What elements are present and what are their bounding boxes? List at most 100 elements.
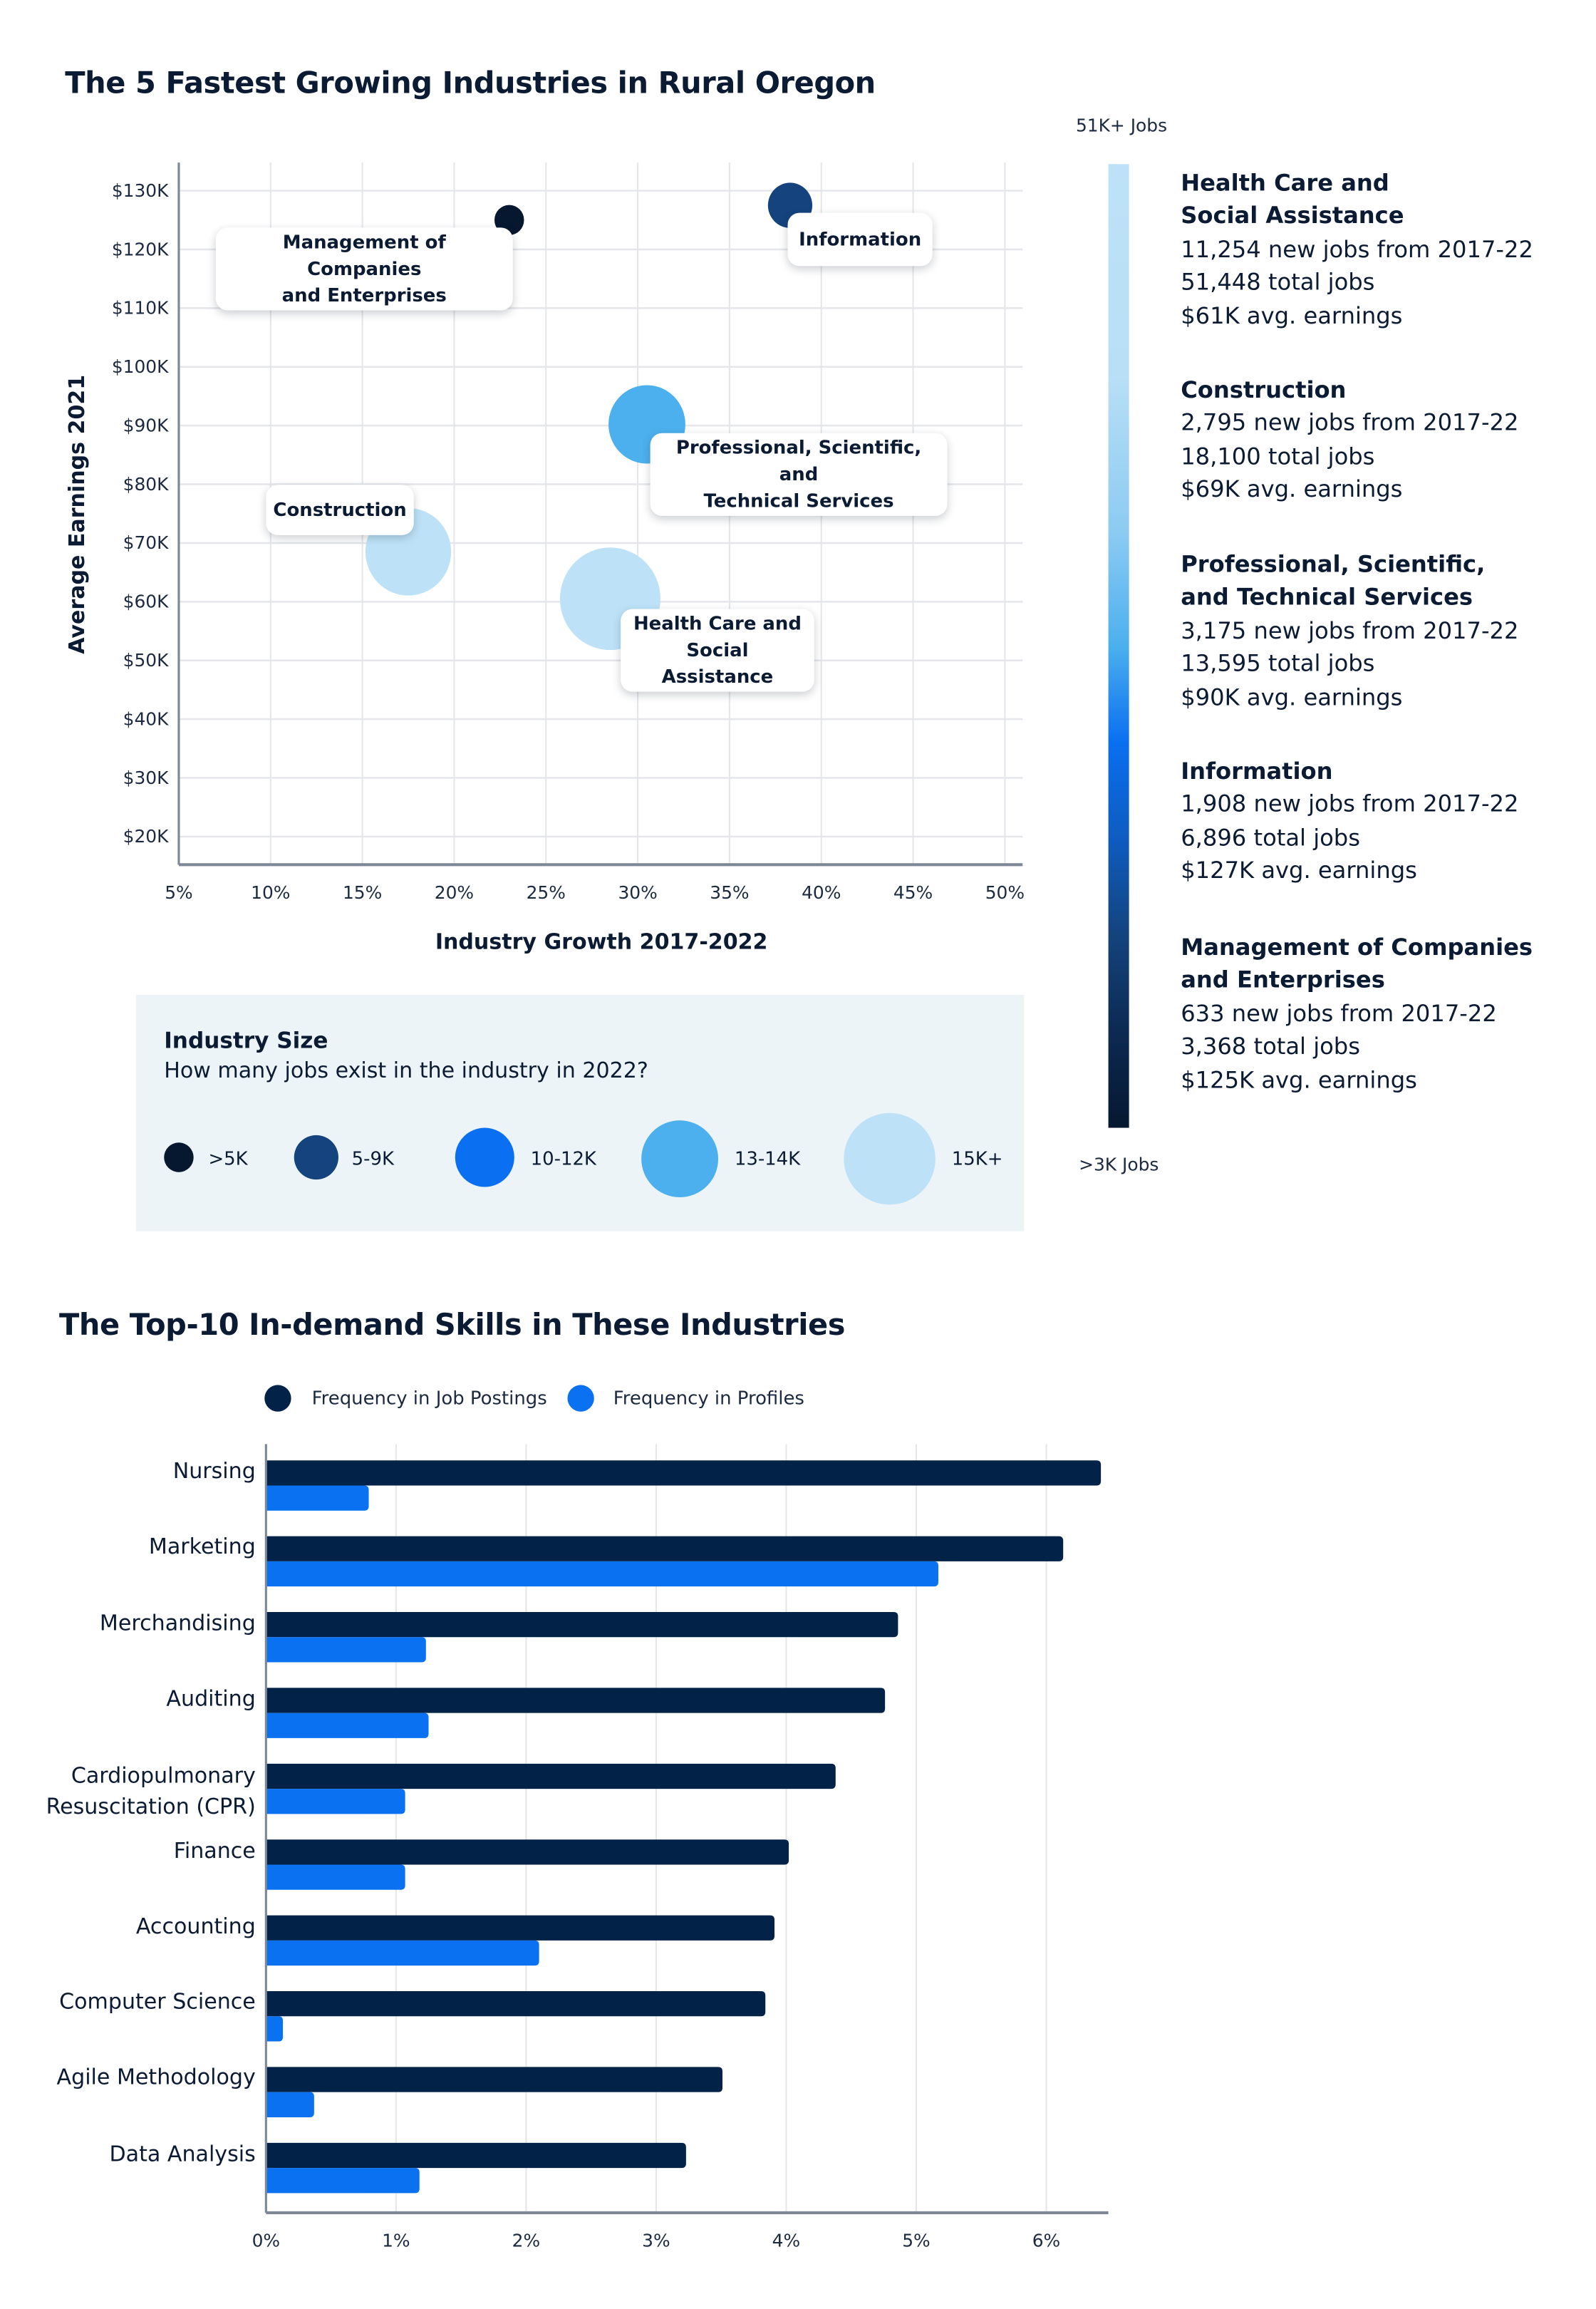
- bar-job-postings: [266, 1915, 774, 1941]
- y-axis-title: Average Earnings 2021: [65, 375, 90, 654]
- bar-job-postings: [266, 1536, 1064, 1561]
- x-tick-label: 10%: [251, 882, 290, 903]
- bar-profiles: [266, 1561, 938, 1587]
- skill-label: Cardiopulmonary Resuscitation (CPR): [46, 1765, 256, 1820]
- colorbar-top-label: 51K+ Jobs: [1075, 115, 1168, 136]
- industry-total-jobs: 51,448 total jobs: [1181, 269, 1375, 296]
- industry-total-jobs: 6,896 total jobs: [1181, 824, 1360, 852]
- bar-profiles: [266, 1485, 369, 1511]
- callout-health-care: Health Care and Social Assistance: [621, 609, 814, 692]
- industry-new-jobs: 1,908 new jobs from 2017-22: [1181, 791, 1519, 818]
- bar-profiles: [266, 2168, 420, 2194]
- legend-marker-job-postings: [264, 1385, 291, 1412]
- x-tick-label: 40%: [802, 882, 841, 903]
- size-legend-bubble-15k-plus: [844, 1112, 936, 1205]
- y-tick-label: $40K: [123, 708, 169, 729]
- industry-size-legend: Industry Size How many jobs exist in the…: [135, 994, 1025, 1231]
- bar-x-tick-label: 5%: [902, 2231, 930, 2251]
- y-tick-label: $130K: [112, 180, 169, 201]
- bar-x-tick-label: 1%: [382, 2231, 410, 2251]
- skill-label: Agile Methodology: [56, 2067, 256, 2091]
- bar-x-tick-label: 6%: [1032, 2231, 1060, 2251]
- bar-x-tick-label: 4%: [772, 2231, 800, 2251]
- x-axis-title: Industry Growth 2017-2022: [435, 930, 768, 955]
- x-tick-label: 20%: [435, 882, 474, 903]
- industry-detail-health-care: Health Care and Social Assistance 11,254…: [1181, 167, 1565, 332]
- skill-label: Finance: [173, 1839, 256, 1864]
- callout-construction-text: Construction: [273, 497, 407, 521]
- callout-professional-text: Professional, Scientific, and Technical …: [675, 435, 922, 512]
- industry-name: Health Care and Social Assistance: [1181, 170, 1404, 230]
- bar-job-postings: [266, 2067, 722, 2092]
- y-tick-label: $60K: [123, 592, 169, 612]
- size-legend-bubble-13-14k: [641, 1120, 719, 1198]
- y-tick-label: $120K: [112, 239, 169, 259]
- size-legend-label-lt5k: >5K: [208, 1147, 248, 1169]
- y-tick-label: $90K: [123, 415, 169, 435]
- industry-total-jobs: 13,595 total jobs: [1181, 651, 1375, 678]
- bar-chart-title: The Top-10 In-demand Skills in These Ind…: [58, 1306, 846, 1343]
- bar-job-postings: [266, 1688, 886, 1713]
- legend-label-job-postings: Frequency in Job Postings: [311, 1386, 547, 1409]
- scatter-chart-title: The 5 Fastest Growing Industries in Rura…: [65, 65, 876, 101]
- x-tick-label: 5%: [165, 882, 192, 903]
- callout-management-text: Management of Companies and Enterprises: [281, 230, 447, 306]
- legend-marker-profiles: [567, 1385, 594, 1412]
- y-tick-label: $100K: [112, 356, 169, 377]
- size-legend-bubble-10-12k: [455, 1127, 514, 1187]
- size-legend-label-13-14k: 13-14K: [734, 1147, 801, 1169]
- size-legend-label-15k-plus: 15K+: [951, 1147, 1003, 1169]
- industry-detail-professional: Professional, Scientific, and Technical …: [1181, 548, 1565, 713]
- size-legend-label-5-9k: 5-9K: [351, 1147, 395, 1169]
- bar-job-postings: [266, 1991, 766, 2017]
- bar-job-postings: [266, 2142, 686, 2169]
- colorbar: [1108, 164, 1129, 1128]
- bar-profiles: [266, 2016, 284, 2042]
- bar-profiles: [266, 1713, 429, 1738]
- bar-x-tick-label: 2%: [512, 2231, 540, 2251]
- bar-chart: 0% 1% 2% 3% 4% 5% 6%: [252, 1444, 1109, 2251]
- callout-health-care-text: Health Care and Social Assistance: [633, 611, 802, 688]
- y-tick-label: $50K: [123, 650, 169, 671]
- callout-professional: Professional, Scientific, and Technical …: [650, 433, 948, 516]
- industry-detail-construction: Construction 2,795 new jobs from 2017-22…: [1181, 374, 1565, 507]
- industry-total-jobs: 3,368 total jobs: [1181, 1033, 1360, 1060]
- y-tick-label: $70K: [123, 532, 169, 553]
- industry-detail-information: Information 1,908 new jobs from 2017-22 …: [1181, 755, 1565, 888]
- bar-profiles: [266, 1789, 405, 1814]
- industry-name: Construction: [1181, 376, 1347, 404]
- bar-profiles: [266, 2092, 314, 2117]
- y-tick-label: $80K: [123, 474, 169, 495]
- x-tick-label: 30%: [618, 882, 657, 903]
- industry-size-title: Industry Size: [164, 1027, 328, 1054]
- bar-x-tick-label: 0%: [252, 2231, 280, 2251]
- industry-earnings: $61K avg. earnings: [1181, 302, 1403, 329]
- y-tick-label: $20K: [123, 826, 169, 847]
- bar-job-postings: [266, 1460, 1102, 1486]
- skill-label: Nursing: [172, 1460, 256, 1484]
- industry-name: Information: [1181, 758, 1333, 785]
- skill-label: Auditing: [166, 1688, 256, 1712]
- industry-detail-management: Management of Companies and Enterprises …: [1181, 931, 1565, 1097]
- callout-information-text: Information: [799, 227, 922, 250]
- bar-profiles: [266, 1864, 405, 1890]
- x-tick-label: 15%: [343, 882, 382, 903]
- skill-label: Merchandising: [99, 1612, 256, 1636]
- size-legend-label-10-12k: 10-12K: [530, 1147, 596, 1169]
- x-tick-label: 50%: [985, 882, 1025, 903]
- skill-label: Computer Science: [59, 1991, 256, 2015]
- legend-label-profiles: Frequency in Profiles: [613, 1386, 804, 1409]
- industry-new-jobs: 633 new jobs from 2017-22: [1181, 1000, 1497, 1028]
- industry-total-jobs: 18,100 total jobs: [1181, 443, 1375, 470]
- bar-x-tick-label: 3%: [642, 2231, 670, 2251]
- colorbar-bottom-label: >3K Jobs: [1079, 1154, 1159, 1175]
- x-tick-label: 35%: [710, 882, 749, 903]
- callout-information: Information: [787, 212, 933, 267]
- x-tick-label: 45%: [893, 882, 933, 903]
- bubble-management: [494, 205, 524, 235]
- bar-job-postings: [266, 1839, 789, 1865]
- industry-new-jobs: 2,795 new jobs from 2017-22: [1181, 410, 1519, 437]
- callout-management: Management of Companies and Enterprises: [215, 227, 513, 311]
- y-tick-label: $110K: [112, 298, 169, 319]
